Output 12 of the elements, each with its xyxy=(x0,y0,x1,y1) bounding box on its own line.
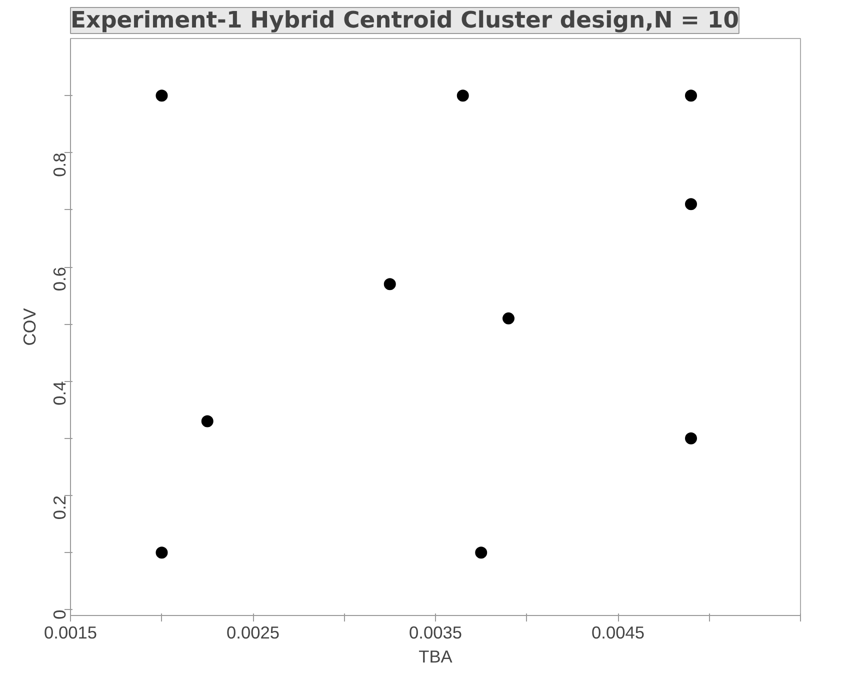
y-tick-label: 0.4 xyxy=(50,380,70,406)
y-tick-label: 0.8 xyxy=(50,152,70,177)
y-tick-label: 0.2 xyxy=(50,496,70,520)
x-tick-label: 0.0015 xyxy=(44,622,97,642)
y-tick-label: 0.6 xyxy=(50,267,70,292)
y-tick-label: 0 xyxy=(50,610,70,620)
x-axis-title: TBA xyxy=(418,646,453,666)
y-axis-title: COV xyxy=(20,308,40,346)
x-tick-label: 0.0045 xyxy=(592,622,644,642)
x-tick-label: 0.0025 xyxy=(226,622,280,642)
chart-title: Experiment-1 Hybrid Centroid Cluster design,N = 10 xyxy=(70,8,739,34)
x-tick-label: 0.0035 xyxy=(409,622,462,642)
